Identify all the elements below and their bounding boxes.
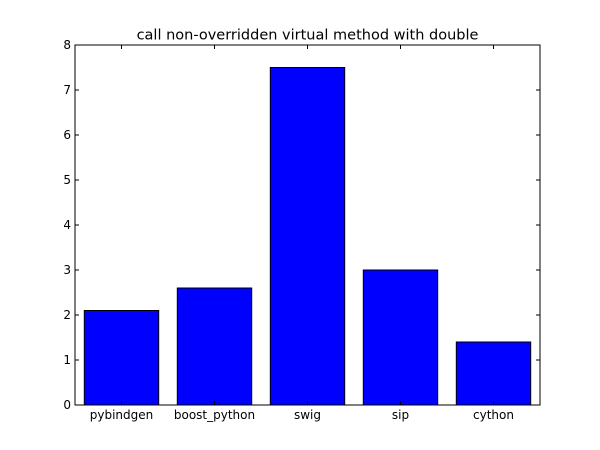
y-tick-label: 0	[63, 398, 71, 412]
x-tick-label-pybindgen: pybindgen	[90, 408, 154, 422]
y-tick-label: 2	[63, 308, 71, 322]
bar-pybindgen	[83, 310, 160, 406]
x-tick-label-swig: swig	[294, 408, 321, 422]
y-tick-label: 7	[63, 83, 71, 97]
x-tick-label-cython: cython	[473, 408, 514, 422]
y-tick-label: 1	[63, 353, 71, 367]
tick-labels: 0 1 2 3 4 5 6 7 8 pybindgen boost_python swig sip cyt…	[63, 38, 514, 422]
y-tick-label: 8	[63, 38, 71, 52]
y-tick-label: 3	[63, 263, 71, 277]
bar-cython	[455, 341, 532, 406]
plot-frame	[74, 44, 541, 406]
bar-sip	[362, 269, 439, 406]
bar-boost_python	[176, 287, 253, 406]
chart-title: call non-overridden virtual method with …	[137, 28, 479, 44]
x-tick-label-boost_python: boost_python	[174, 408, 255, 422]
x-tick-label-sip: sip	[392, 408, 409, 422]
bars	[83, 67, 532, 406]
y-tick-label: 4	[63, 218, 71, 232]
bar-swig	[269, 67, 346, 406]
y-tick-label: 5	[63, 173, 71, 187]
y-tick-label: 6	[63, 128, 71, 142]
